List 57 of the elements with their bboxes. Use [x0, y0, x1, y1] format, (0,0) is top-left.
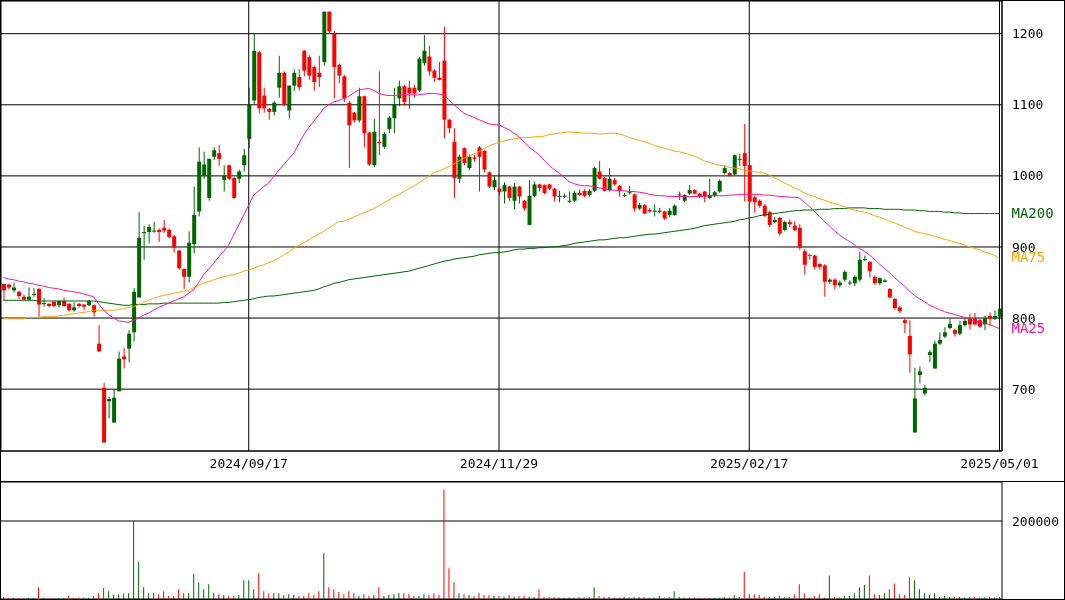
candlestick: [222, 164, 227, 193]
candlestick: [822, 263, 827, 298]
candlestick: [942, 326, 947, 339]
candlestick: [902, 317, 907, 334]
candlestick: [147, 223, 152, 244]
candlestick: [457, 154, 462, 184]
y-tick-label: 700: [1012, 381, 1036, 397]
candlestick: [502, 181, 507, 205]
y-tick-label: 1000: [1012, 168, 1044, 184]
candlestick: [567, 191, 572, 204]
candlestick: [992, 309, 997, 321]
candlestick: [27, 286, 32, 301]
candlestick: [142, 225, 147, 261]
candlestick: [882, 278, 887, 284]
candlestick: [217, 144, 222, 167]
candlestick: [177, 249, 182, 271]
candlestick: [987, 311, 992, 327]
x-tick-label: 2024/09/17: [209, 456, 288, 472]
candlestick: [242, 148, 247, 173]
y-tick-label: 1100: [1012, 97, 1044, 113]
line-series: [3, 131, 1000, 320]
candlestick: [97, 324, 102, 353]
candlestick: [867, 260, 872, 279]
x-tick-label: 2024/11/29: [459, 456, 539, 472]
candlestick: [17, 290, 22, 300]
candlestick: [512, 182, 517, 210]
candlestick: [962, 317, 967, 328]
candlestick: [857, 251, 862, 283]
candlestick: [392, 87, 397, 134]
candlestick: [302, 49, 307, 77]
candlestick: [477, 145, 482, 193]
x-tick-label: 2025/02/17: [710, 456, 789, 472]
candlestick: [127, 329, 132, 363]
candlestick: [182, 267, 187, 290]
candlestick: [402, 84, 407, 106]
candlestick: [32, 287, 37, 298]
x-tick-label: 2025/05/01: [960, 456, 1039, 472]
candlestick: [777, 216, 782, 237]
candlestick: [347, 100, 352, 169]
candlestick: [12, 282, 17, 293]
y-tick-label: 200000: [1012, 513, 1059, 529]
candlestick: [797, 223, 802, 251]
candlestick: [277, 55, 282, 99]
y-tick-label: 1200: [1012, 26, 1044, 42]
candlestick: [297, 68, 302, 92]
candlestick: [862, 255, 867, 262]
candlestick: [122, 347, 127, 370]
candlestick: [427, 45, 432, 77]
series-label: MA200: [1011, 204, 1054, 221]
candlestick: [342, 74, 347, 103]
candlestick: [592, 166, 597, 193]
candlestick: [952, 328, 957, 338]
candlestick: [937, 331, 942, 346]
candlestick: [917, 365, 922, 384]
candlestick: [292, 68, 297, 92]
candlestick: [907, 319, 912, 374]
candlestick: [947, 318, 952, 330]
